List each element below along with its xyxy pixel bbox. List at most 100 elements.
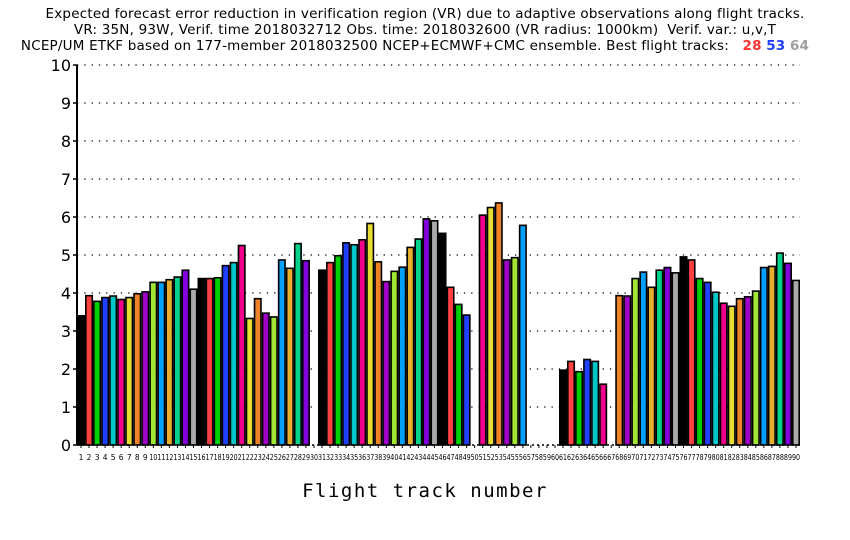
bar-track-27 — [285, 267, 294, 446]
y-tick-label: 7 — [61, 170, 71, 189]
x-axis-label: Flight track number — [302, 480, 548, 502]
x-tick-label: 58 — [535, 453, 543, 462]
bar-track-61 — [558, 369, 568, 446]
bar-track-17 — [205, 277, 214, 446]
x-tick-label: 37 — [366, 453, 374, 462]
x-tick-label: 50 — [471, 453, 479, 462]
bar-track-52 — [486, 206, 495, 446]
y-tick-label: 1 — [61, 398, 71, 417]
y-tick-label: 10 — [51, 56, 71, 75]
bar-track-54 — [502, 259, 511, 446]
x-tick-label: 21 — [238, 453, 246, 462]
bar-track-76 — [679, 256, 688, 446]
x-tick-label: 59 — [543, 453, 551, 462]
bar-track-43 — [414, 238, 423, 446]
x-tick-label: 89 — [784, 453, 792, 462]
bar-track-80 — [711, 291, 720, 446]
bar-track-36 — [358, 239, 367, 446]
x-tick-label: 29 — [302, 453, 310, 462]
x-tick-label: 28 — [294, 453, 302, 462]
bar-track-48 — [454, 303, 463, 446]
x-tick-label: 19 — [222, 453, 230, 462]
bar-track-55 — [510, 256, 519, 446]
bar-track-5 — [109, 295, 118, 446]
x-tick-label: 80 — [712, 453, 720, 462]
bar-track-32 — [326, 261, 335, 446]
x-tick-label: 27 — [286, 453, 294, 462]
bar-track-31 — [317, 269, 327, 446]
x-tick-label: 5 — [111, 453, 116, 462]
x-tick-label: 38 — [374, 453, 382, 462]
x-tick-label: 1 — [79, 453, 84, 462]
x-tick-label: 40 — [390, 453, 398, 462]
bar-track-14 — [181, 269, 190, 446]
bar-track-44 — [422, 218, 431, 446]
x-tick-label: 34 — [342, 453, 350, 462]
x-tick-label: 10 — [149, 453, 157, 462]
x-tick-label: 79 — [704, 453, 712, 462]
x-tick-label: 39 — [382, 453, 390, 462]
x-tick-label: 63 — [575, 453, 583, 462]
best-track-1: 28 — [742, 38, 762, 54]
bar-track-7 — [125, 296, 134, 446]
bar-track-8 — [133, 292, 142, 446]
bar-track-74 — [663, 266, 672, 446]
x-tick-label: 33 — [334, 453, 342, 462]
x-tick-label: 3 — [95, 453, 100, 462]
bar-track-64 — [583, 358, 592, 446]
bar-track-85 — [751, 290, 760, 446]
bar-track-70 — [631, 277, 640, 446]
bar-track-10 — [149, 281, 158, 446]
x-tick-label: 75 — [671, 453, 679, 462]
y-tick-label: 8 — [61, 132, 71, 151]
bar-track-16 — [197, 277, 206, 446]
bar-track-37 — [366, 222, 375, 446]
x-tick-label: 69 — [623, 453, 631, 462]
x-tick-label: 72 — [647, 453, 655, 462]
bar-track-71 — [639, 271, 648, 446]
x-tick-label: 85 — [752, 453, 760, 462]
bar-track-78 — [695, 277, 704, 446]
x-tick-label: 84 — [744, 453, 752, 462]
bar-track-89 — [783, 262, 792, 446]
bar-track-56 — [518, 224, 527, 446]
bar-track-21 — [237, 244, 246, 446]
bar-track-33 — [334, 254, 343, 446]
x-tick-label: 65 — [591, 453, 599, 462]
bar-track-22 — [245, 317, 254, 446]
x-tick-label: 23 — [254, 453, 262, 462]
x-tick-label: 30 — [310, 453, 318, 462]
bar-track-88 — [775, 252, 784, 446]
bar-track-3 — [93, 300, 102, 446]
bar-track-82 — [727, 305, 736, 446]
bar-track-26 — [277, 259, 286, 446]
bar-track-84 — [743, 295, 752, 446]
x-tick-label: 73 — [655, 453, 663, 462]
x-tick-label: 45 — [430, 453, 438, 462]
bar-track-90 — [791, 279, 800, 446]
bar-track-45 — [430, 220, 439, 446]
x-tick-label: 66 — [599, 453, 607, 462]
bar-track-46 — [438, 232, 447, 446]
bar-track-12 — [165, 278, 174, 446]
bar-track-13 — [173, 276, 182, 446]
x-tick-label: 24 — [262, 453, 270, 462]
x-tick-label: 7 — [127, 453, 132, 462]
bar-track-42 — [406, 246, 415, 446]
x-tick-label: 41 — [398, 453, 406, 462]
x-tick-label: 18 — [214, 453, 222, 462]
bar-track-62 — [567, 360, 576, 446]
x-tick-label: 2 — [87, 453, 92, 462]
bar-track-23 — [253, 297, 262, 446]
x-tick-label: 88 — [776, 453, 784, 462]
bar-track-6 — [117, 298, 126, 446]
bar-track-49 — [462, 314, 471, 446]
x-tick-label: 86 — [760, 453, 768, 462]
bar-track-28 — [293, 242, 302, 446]
best-track-3: 64 — [789, 38, 810, 54]
x-tick-label: 67 — [607, 453, 615, 462]
x-tick-label: 74 — [663, 453, 671, 462]
x-tick-label: 82 — [728, 453, 736, 462]
x-tick-label: 68 — [615, 453, 623, 462]
x-tick-label: 48 — [455, 453, 463, 462]
